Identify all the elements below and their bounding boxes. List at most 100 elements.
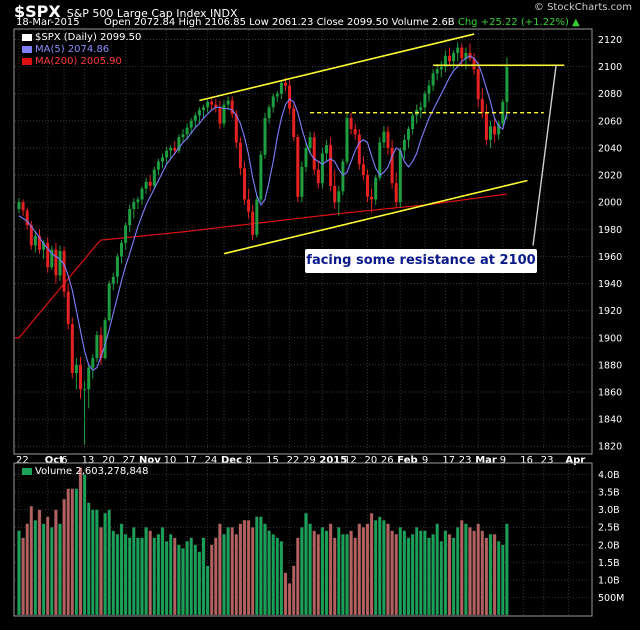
date-tick-label: Mar — [475, 455, 497, 466]
candle-body — [476, 69, 480, 100]
volume-bar — [287, 583, 292, 616]
candle-body — [443, 55, 447, 67]
date-tick-label: 2015 — [319, 455, 347, 466]
volume-bar — [99, 527, 103, 616]
volume-bar — [431, 534, 435, 616]
volume-bar — [250, 527, 255, 616]
change-value: Chg +25.22 (+1.22%) ▲ — [457, 17, 580, 28]
volume-bar — [427, 537, 431, 616]
candle — [320, 147, 324, 189]
price-tick-label: 2120 — [598, 35, 622, 46]
candle — [230, 96, 234, 119]
volume-bar — [123, 534, 128, 616]
volume-bar — [33, 520, 38, 616]
candle-body — [50, 249, 54, 268]
candle — [111, 272, 115, 291]
candle — [54, 242, 58, 284]
candle-body — [284, 82, 287, 86]
volume-bar — [312, 530, 316, 616]
volume-bar — [275, 537, 280, 616]
candle-body — [144, 181, 148, 189]
candle — [152, 166, 156, 189]
volume-bar — [492, 534, 497, 616]
volume-bar — [296, 537, 300, 616]
candle — [66, 283, 70, 330]
volume-bar — [95, 509, 99, 616]
candle-body — [169, 147, 173, 151]
volume-tick-label: 3.5B — [598, 488, 620, 499]
candle-body — [66, 291, 70, 325]
chart-date: 18-Mar-2015 — [16, 17, 80, 28]
candle-body — [402, 139, 406, 151]
candle — [181, 128, 185, 143]
legend-spx: $SPX (Daily) 2099.50 — [22, 32, 141, 43]
date-tick-label: 13 — [82, 455, 95, 466]
volume-bar — [82, 474, 87, 616]
candle-body — [394, 183, 398, 203]
volume-bar — [341, 534, 345, 616]
candle — [353, 123, 357, 140]
volume-bar — [41, 523, 46, 616]
candle-body — [419, 107, 423, 110]
candle — [407, 126, 410, 148]
candle — [390, 139, 394, 189]
candle-body — [497, 123, 501, 135]
candle-body — [83, 389, 87, 391]
candle-body — [370, 196, 374, 200]
candle-body — [275, 93, 279, 97]
volume-bar — [17, 530, 21, 616]
volume-tick-label: 2.5B — [598, 523, 620, 534]
exchange-label: INDX — [210, 7, 238, 20]
candle-body — [243, 168, 246, 200]
candle — [50, 245, 54, 270]
volume-bar — [271, 534, 275, 616]
volume-bar — [386, 523, 390, 616]
candle-body — [341, 161, 345, 192]
candles-layer — [17, 42, 509, 445]
volume-bar — [353, 537, 357, 616]
candle-body — [99, 335, 103, 359]
volume-bar — [505, 523, 509, 616]
candle — [411, 112, 415, 135]
volume-tick-label: 500M — [598, 593, 624, 604]
candle-body — [136, 199, 140, 203]
candle — [337, 185, 341, 216]
volume-bar — [37, 509, 42, 616]
candle — [243, 161, 246, 205]
volume-tick-label: 4.0B — [598, 470, 620, 481]
volume-bar — [152, 537, 157, 616]
candle-body — [489, 126, 492, 140]
candle-body — [161, 157, 164, 162]
date-tick-label: Dec — [221, 455, 242, 466]
candle — [472, 53, 476, 75]
volume-bar — [246, 520, 251, 616]
volume-bar — [304, 513, 308, 616]
volume-bar — [111, 530, 116, 616]
candle — [325, 139, 328, 162]
date-tick-label: 16 — [520, 455, 533, 466]
volume-bar — [127, 537, 132, 616]
candle — [115, 253, 119, 284]
volume-bar — [226, 527, 230, 616]
candle — [476, 61, 480, 108]
volume-tick-label: 3.0B — [598, 505, 620, 516]
candle-body — [197, 109, 201, 116]
candle — [357, 128, 361, 170]
candle — [443, 50, 447, 73]
volume-bar — [148, 530, 152, 616]
candle-body — [353, 128, 357, 135]
candle — [361, 156, 365, 181]
candle — [185, 123, 189, 140]
candle — [423, 91, 427, 113]
candle-body — [312, 137, 316, 170]
candle — [21, 199, 25, 216]
candle-body — [259, 154, 263, 200]
close-value: Close 2099.50 — [316, 17, 389, 28]
volume-bar — [160, 527, 165, 616]
date-tick-label: 24 — [205, 455, 218, 466]
candle — [484, 104, 488, 146]
candle — [222, 100, 226, 128]
candle — [161, 153, 164, 169]
candle — [197, 107, 201, 124]
candle-body — [448, 55, 451, 62]
